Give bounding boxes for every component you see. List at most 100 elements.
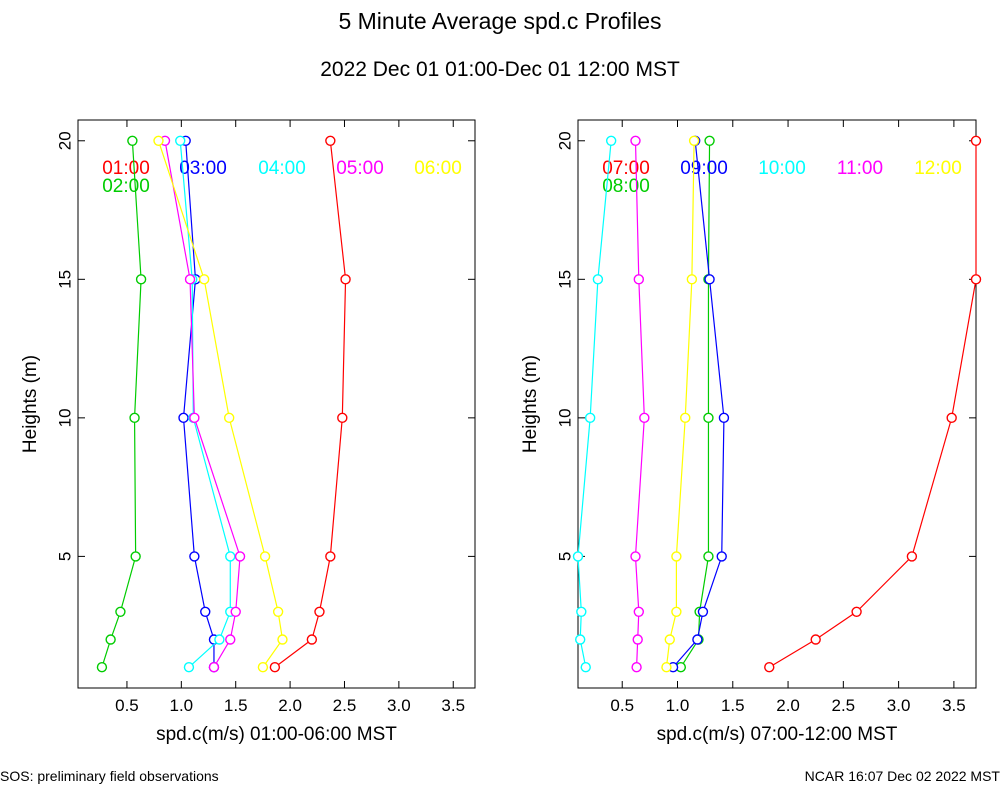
x-tick-label: 3.0 (887, 696, 911, 715)
series-12:00 (661, 135, 700, 673)
plot-frame (577, 119, 977, 689)
data-point (325, 135, 336, 146)
data-point (692, 634, 703, 645)
series-line (101, 140, 142, 668)
data-point (223, 412, 235, 424)
data-point (680, 412, 691, 424)
series-08:00 (675, 135, 715, 673)
x-tick-label: 3.5 (942, 696, 966, 715)
data-point (671, 551, 682, 562)
chart-panel-2: 0.5 1.0 1.5 2.0 2.5 3.0 3.5 5 10 15 20 spd.c(m/s) 0… (520, 119, 982, 745)
legend-label: 11:00 (837, 158, 883, 179)
x-tick-label: 2.5 (333, 696, 357, 715)
data-point (633, 274, 645, 285)
data-point (340, 274, 351, 285)
data-point (851, 606, 862, 618)
series-01:00 (269, 135, 351, 673)
data-point (697, 606, 709, 618)
data-point (704, 135, 715, 146)
data-point (115, 606, 126, 618)
y-tick-label: 20 (55, 131, 74, 150)
legend-label: 05:00 (336, 158, 384, 179)
data-point (970, 274, 982, 285)
data-point (129, 412, 140, 424)
data-point (225, 634, 236, 645)
series-11:00 (630, 135, 650, 673)
data-point (200, 606, 211, 618)
data-point (175, 135, 186, 146)
data-point (135, 274, 147, 285)
series-line (768, 140, 977, 668)
data-point (269, 662, 281, 673)
series-line (577, 140, 612, 668)
legend-label: 07:00 (602, 158, 650, 179)
series-line (164, 140, 241, 668)
data-point (631, 662, 642, 673)
data-point (230, 606, 241, 618)
data-point (105, 634, 116, 645)
x-axis-label: spd.c(m/s) 07:00-12:00 MST (657, 724, 898, 745)
y-tick-label: 10 (555, 408, 574, 427)
data-point (183, 662, 195, 673)
legend-label: 10:00 (758, 158, 806, 179)
y-axis-label: Heights (m) (520, 355, 541, 453)
data-point (575, 634, 586, 645)
data-point (325, 551, 336, 562)
y-tick-label: 5 (555, 552, 574, 561)
series-02:00 (96, 135, 147, 673)
data-point (584, 412, 596, 424)
x-tick-label: 1.5 (224, 696, 248, 715)
data-point (633, 606, 645, 618)
y-axis-label: Heights (m) (20, 355, 41, 453)
legend-label: 09:00 (680, 158, 728, 179)
data-point (664, 634, 675, 645)
data-point (688, 135, 700, 146)
x-tick-label: 2.0 (278, 696, 302, 715)
x-tick-label: 1.0 (666, 696, 690, 715)
data-point (337, 412, 348, 424)
data-point (671, 606, 682, 618)
data-point (703, 551, 714, 562)
data-point (96, 662, 108, 673)
data-point (127, 135, 138, 146)
data-point (704, 274, 715, 285)
data-point (189, 412, 200, 424)
data-point (257, 662, 269, 673)
data-point (580, 662, 591, 673)
data-point (716, 551, 727, 562)
series-09:00 (667, 135, 730, 673)
series-line (634, 140, 645, 668)
legend-label: 12:00 (914, 158, 962, 179)
data-point (306, 634, 318, 645)
x-tick-label: 2.0 (776, 696, 800, 715)
data-point (189, 551, 200, 562)
series-line (680, 140, 711, 668)
chart-panel-1: 0.5 1.0 1.5 2.0 2.5 3.0 3.5 5 10 15 20 spd.c(m/s) 0… (20, 119, 476, 745)
data-point (661, 662, 672, 673)
x-tick-label: 0.5 (610, 696, 634, 715)
legend-label: 08:00 (602, 176, 650, 197)
data-point (810, 634, 821, 645)
y-tick-label: 15 (55, 270, 74, 289)
legend-label: 01:00 (102, 158, 150, 179)
data-point (225, 551, 236, 562)
data-point (234, 551, 246, 562)
x-tick-label: 3.0 (387, 696, 411, 715)
x-tick-label: 1.0 (170, 696, 194, 715)
series-line (179, 140, 231, 668)
data-point (572, 551, 584, 562)
data-point (639, 412, 650, 424)
series-10:00 (572, 135, 617, 673)
y-tick-label: 20 (555, 131, 574, 150)
series-06:00 (153, 135, 288, 673)
x-tick-label: 2.5 (832, 696, 856, 715)
data-point (272, 606, 284, 618)
data-point (178, 412, 189, 424)
series-03:00 (178, 135, 220, 673)
y-tick-label: 15 (555, 270, 574, 289)
data-point (946, 412, 957, 424)
x-tick-label: 1.5 (721, 696, 745, 715)
series-line (157, 140, 284, 668)
data-point (764, 662, 775, 673)
